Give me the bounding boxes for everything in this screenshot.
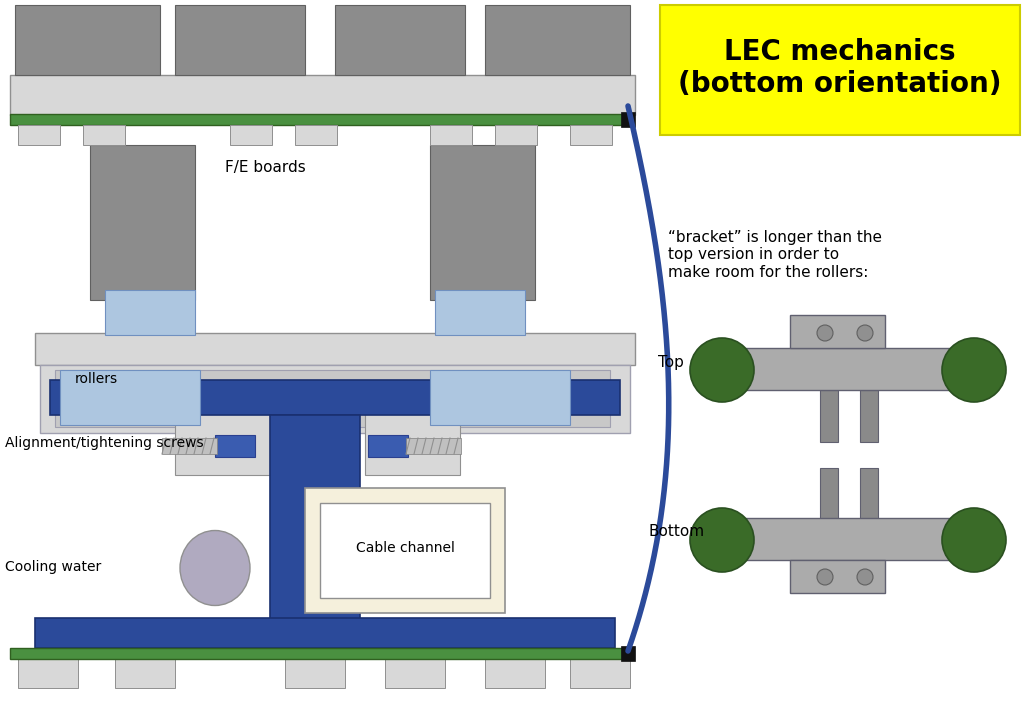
Bar	[430, 145, 535, 300]
Bar	[215, 435, 255, 457]
Circle shape	[817, 325, 833, 341]
Bar	[35, 333, 635, 365]
Text: LEC mechanics
(bottom orientation): LEC mechanics (bottom orientation)	[678, 38, 1001, 99]
Circle shape	[817, 569, 833, 585]
Bar	[319, 503, 490, 598]
Bar	[270, 415, 360, 635]
Bar	[18, 658, 78, 688]
Bar	[385, 658, 445, 688]
Text: Alignment/tightening screws: Alignment/tightening screws	[5, 436, 204, 450]
Bar	[406, 438, 461, 454]
Circle shape	[857, 325, 873, 341]
Ellipse shape	[180, 530, 250, 605]
Bar	[175, 5, 305, 75]
Circle shape	[857, 569, 873, 585]
Bar	[365, 395, 460, 475]
Bar	[35, 618, 615, 648]
Bar	[430, 125, 472, 145]
Bar	[485, 658, 545, 688]
Bar	[83, 125, 125, 145]
Bar	[60, 370, 200, 425]
Bar	[820, 390, 838, 442]
Bar	[175, 395, 270, 475]
Text: Cooling water: Cooling water	[5, 560, 101, 574]
Bar	[10, 75, 635, 115]
Bar	[162, 438, 217, 454]
Bar	[115, 658, 175, 688]
Bar	[368, 435, 408, 457]
Circle shape	[690, 508, 754, 572]
Bar	[570, 125, 612, 145]
Bar	[790, 560, 885, 593]
Bar	[715, 348, 980, 390]
Circle shape	[942, 338, 1006, 402]
Bar	[105, 290, 195, 335]
Bar	[621, 646, 635, 661]
Bar	[50, 380, 620, 415]
Bar	[10, 114, 625, 125]
Bar	[305, 488, 505, 613]
Bar	[495, 125, 537, 145]
Bar	[485, 5, 630, 75]
Bar	[860, 390, 878, 442]
Text: “bracket” is longer than the
top version in order to
make room for the rollers:: “bracket” is longer than the top version…	[668, 230, 882, 280]
Bar	[715, 518, 980, 560]
Bar	[15, 5, 160, 75]
Bar	[430, 370, 570, 425]
Text: F/E boards: F/E boards	[225, 160, 306, 175]
Bar	[10, 648, 628, 659]
Bar	[621, 112, 635, 127]
Bar	[18, 125, 60, 145]
Bar	[660, 5, 1020, 135]
Bar	[230, 125, 272, 145]
Text: Cable channel: Cable channel	[355, 541, 455, 555]
Circle shape	[942, 508, 1006, 572]
Bar	[90, 145, 195, 300]
Bar	[570, 658, 630, 688]
Text: Top: Top	[658, 354, 684, 369]
Bar	[435, 290, 525, 335]
Text: rollers: rollers	[75, 372, 118, 386]
Bar	[285, 658, 345, 688]
Bar	[860, 468, 878, 520]
Bar	[295, 125, 337, 145]
Bar	[790, 315, 885, 348]
Bar	[40, 365, 630, 433]
Bar	[55, 370, 610, 427]
Circle shape	[690, 338, 754, 402]
Bar	[820, 468, 838, 520]
Bar	[335, 5, 465, 75]
Text: Bottom: Bottom	[648, 525, 705, 540]
